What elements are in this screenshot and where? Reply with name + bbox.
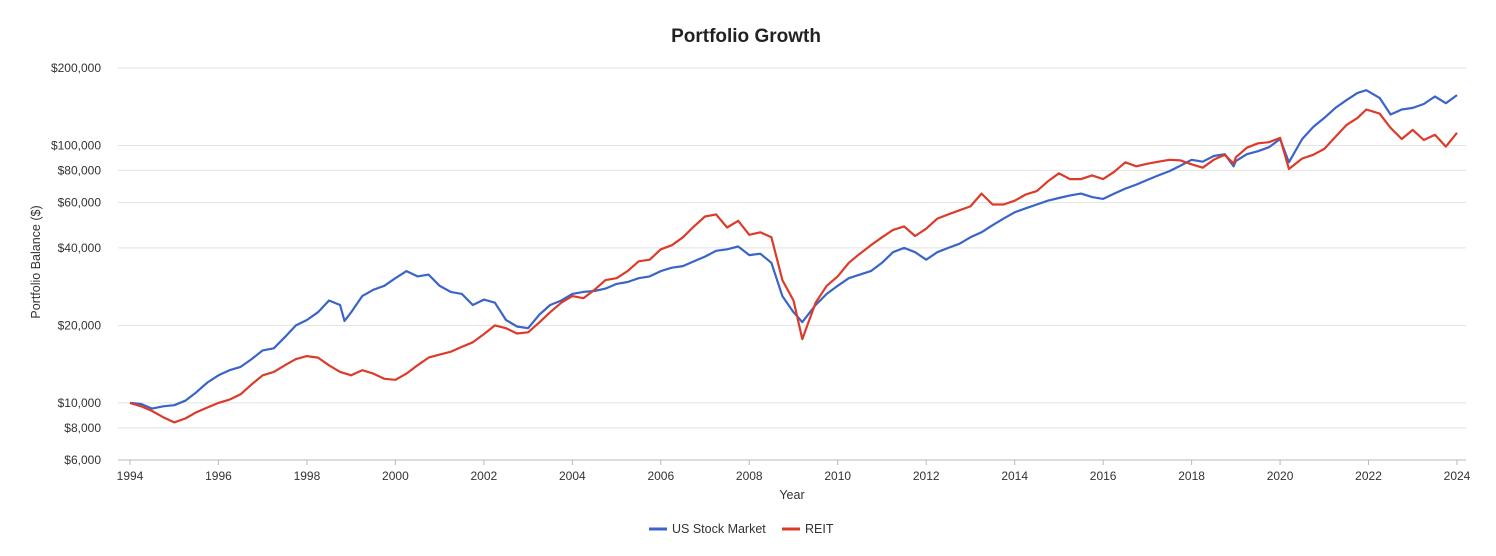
y-tick-label: $6,000	[64, 453, 101, 467]
series-line-reit	[129, 108, 1458, 424]
legend-item: REIT	[782, 522, 834, 536]
y-tick-label: $8,000	[64, 421, 101, 435]
x-axis: 1994 1996 1998 2000 2002 2004 2006 2008 2010 2012…	[117, 460, 1471, 483]
y-tick-label: $200,000	[51, 61, 101, 75]
x-tick-label: 2018	[1178, 469, 1205, 483]
x-tick-label: 1996	[205, 469, 232, 483]
y-tick-label: $80,000	[58, 163, 102, 177]
x-tick-label: 2016	[1090, 469, 1117, 483]
y-axis-label: Portfolio Balance ($)	[29, 205, 43, 318]
y-tick-label: $10,000	[58, 396, 102, 410]
x-tick-label: 2024	[1444, 469, 1471, 483]
legend-label: US Stock Market	[672, 522, 766, 536]
legend-label: REIT	[805, 522, 834, 536]
x-tick-label: 2006	[647, 469, 674, 483]
x-tick-label: 2008	[736, 469, 763, 483]
x-tick-label: 2022	[1355, 469, 1382, 483]
y-tick-label: $20,000	[58, 318, 102, 332]
y-axis: $6,000 $8,000 $10,000 $20,000 $40,000 $60,000…	[51, 61, 101, 467]
legend-item: US Stock Market	[649, 522, 766, 536]
series-lines	[129, 89, 1458, 424]
x-tick-label: 1998	[294, 469, 321, 483]
y-tick-label: $40,000	[58, 241, 102, 255]
series-line-us-stock-market	[129, 89, 1458, 410]
legend: US Stock Market REIT	[649, 522, 834, 536]
x-tick-label: 2002	[471, 469, 498, 483]
x-tick-label: 1994	[117, 469, 144, 483]
y-tick-label: $60,000	[58, 196, 102, 210]
gridlines	[118, 67, 1466, 461]
x-tick-label: 2000	[382, 469, 409, 483]
x-axis-label: Year	[779, 488, 804, 502]
chart-title: Portfolio Growth	[671, 26, 821, 47]
x-tick-label: 2010	[824, 469, 851, 483]
x-tick-label: 2004	[559, 469, 586, 483]
x-tick-label: 2014	[1001, 469, 1028, 483]
y-tick-label: $100,000	[51, 138, 101, 152]
x-tick-label: 2012	[913, 469, 940, 483]
x-tick-label: 2020	[1267, 469, 1294, 483]
